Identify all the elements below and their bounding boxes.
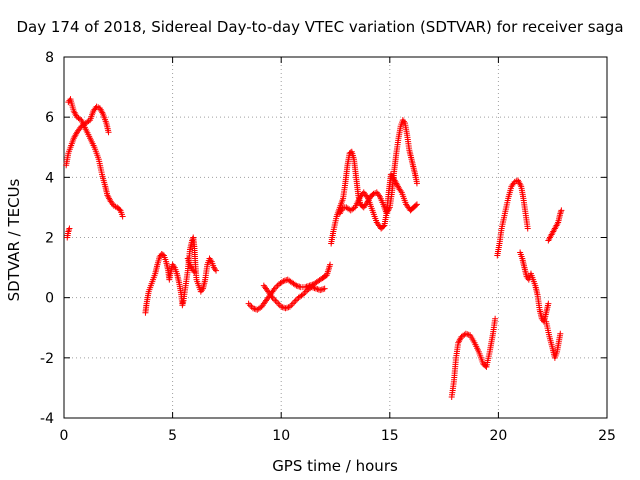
data-point: [413, 180, 420, 187]
data-point: [318, 286, 325, 293]
data-point: [311, 285, 318, 292]
y-tick-label: -2: [40, 351, 54, 367]
data-point: [116, 206, 123, 213]
data-point: [119, 213, 126, 220]
data-point: [412, 202, 419, 209]
y-tick-label: 2: [45, 231, 54, 247]
y-axis-label: SDTVAR / TECUs: [5, 178, 23, 302]
x-tick-label: 20: [489, 428, 507, 444]
grid-lines: [64, 57, 607, 418]
x-tick-label: 10: [272, 428, 290, 444]
chart-title: Day 174 of 2018, Sidereal Day-to-day VTE…: [16, 18, 624, 36]
data-point: [380, 223, 387, 230]
data-point: [278, 303, 285, 310]
data-point: [273, 299, 280, 306]
data-point: [65, 226, 72, 233]
data-point: [292, 297, 299, 304]
data-point: [312, 285, 319, 292]
data-point: [257, 304, 264, 311]
y-tick-label: 8: [45, 50, 54, 66]
data-point: [321, 285, 328, 292]
x-tick-label: 25: [598, 428, 616, 444]
x-tick-label: 0: [60, 428, 69, 444]
data-point: [302, 284, 309, 291]
data-point: [283, 304, 290, 311]
y-tick-label: 0: [45, 291, 54, 307]
data-point: [462, 330, 469, 337]
data-point: [283, 277, 290, 284]
data-point: [66, 225, 73, 232]
data-point: [492, 315, 499, 322]
axis-ticks: 0 5 10 15 20 25 -4 -2 0 2 4 6 8: [40, 50, 616, 444]
x-tick-label: 15: [381, 428, 399, 444]
data-point: [557, 208, 564, 215]
y-tick-label: 6: [45, 110, 54, 126]
data-point: [317, 287, 324, 294]
data-point: [105, 129, 112, 136]
data-point: [280, 278, 287, 285]
data-point: [245, 300, 252, 307]
plot-frame: [63, 56, 608, 419]
data-point: [275, 300, 282, 307]
x-axis-label: GPS time / hours: [272, 457, 398, 475]
data-point: [314, 286, 321, 293]
data-point: [310, 284, 317, 291]
data-point: [296, 283, 303, 290]
data-point: [545, 300, 552, 307]
data-point: [213, 267, 220, 274]
data-point: [247, 302, 254, 309]
data-point: [558, 207, 565, 214]
data-point: [320, 286, 327, 293]
data-point: [272, 297, 279, 304]
data-point: [191, 269, 198, 276]
data-point: [294, 283, 301, 290]
data-point: [524, 225, 531, 232]
data-point: [286, 303, 293, 310]
data-point: [282, 305, 289, 312]
data-point: [464, 331, 471, 338]
data-point: [327, 261, 334, 268]
data-points: [63, 96, 565, 400]
data-point: [308, 284, 315, 291]
data-point: [413, 201, 420, 208]
data-point: [249, 305, 256, 312]
data-point: [252, 306, 259, 313]
x-tick-label: 5: [168, 428, 177, 444]
data-point: [291, 299, 298, 306]
data-point: [293, 282, 300, 289]
data-point: [279, 304, 286, 311]
y-tick-label: -4: [40, 411, 54, 427]
data-point: [298, 292, 305, 299]
data-point: [289, 300, 296, 307]
y-tick-label: 4: [45, 170, 54, 186]
data-point: [557, 330, 564, 337]
